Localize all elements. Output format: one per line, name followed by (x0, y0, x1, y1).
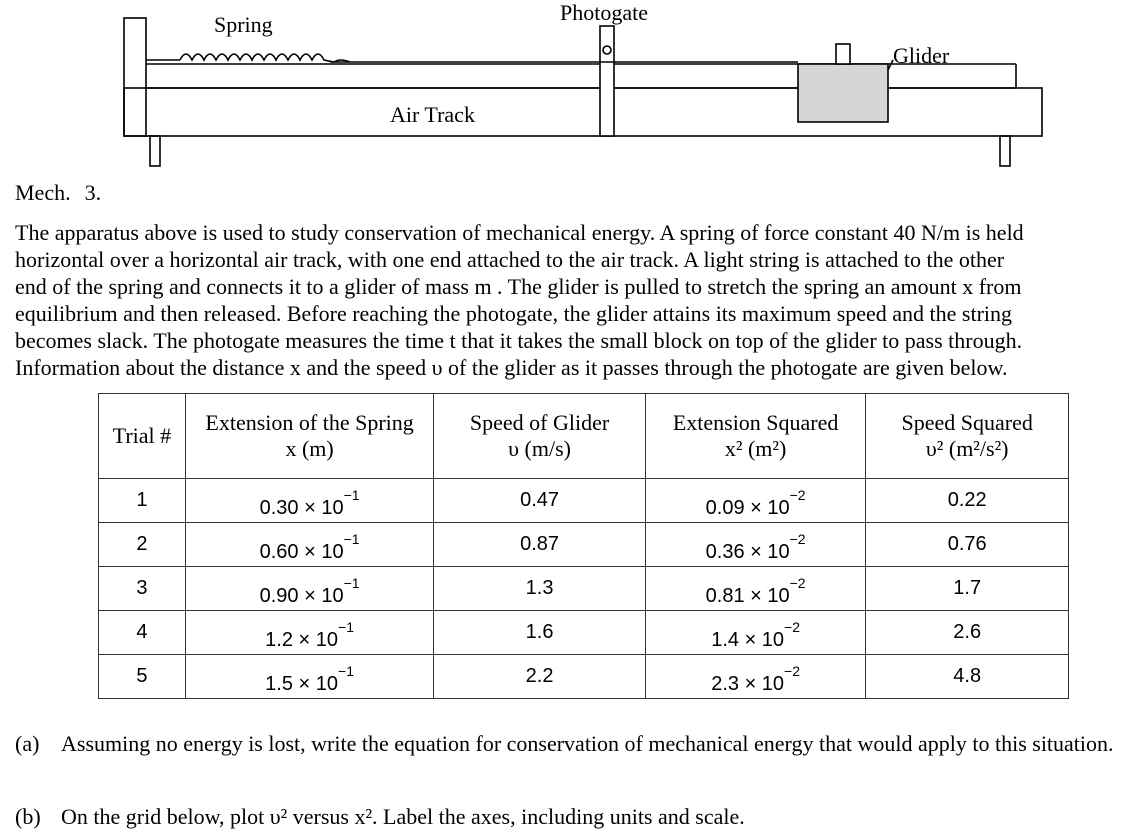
intro-line: becomes slack. The photogate measures th… (15, 328, 1023, 353)
cell-speed-squared: 1.7 (865, 566, 1069, 611)
cell-trial: 5 (98, 654, 186, 699)
value-mantissa: 0.09 × 10 (705, 496, 790, 519)
value-mantissa: 0.90 × 10 (259, 584, 344, 607)
value-exponent: −1 (343, 486, 360, 503)
intro-line: Information about the distance x and the… (15, 355, 1008, 380)
table-header-row: Trial # Extension of the Spring x (m) Sp… (98, 393, 1069, 479)
table-row: 5 1.5 × 10−1 2.2 2.3 × 10−2 4.8 (98, 654, 1069, 699)
header-speed-squared: Speed Squared υ² (m²/s²) (865, 393, 1069, 479)
problem-heading: Mech. 3. (15, 180, 101, 206)
header-line: υ² (m²/s²) (925, 436, 1009, 461)
value-mantissa: 1.4 × 10 (711, 628, 785, 651)
header-line: Speed Squared (901, 410, 1033, 435)
cell-extension: 0.90 × 10−1 (184, 566, 435, 611)
glider-body (797, 63, 889, 123)
value-exponent: −2 (789, 574, 806, 591)
table-row: 2 0.60 × 10−1 0.87 0.36 × 10−2 0.76 (98, 522, 1069, 567)
intro-line: equilibrium and then released. Before re… (15, 301, 1013, 326)
intro-line: end of the spring and connects it to a g… (15, 274, 1022, 299)
spring-label: Spring (214, 12, 273, 37)
spring-mount-post (123, 17, 147, 137)
cell-speed-squared: 0.76 (865, 522, 1069, 567)
cell-extension: 1.5 × 10−1 (184, 654, 435, 699)
cell-speed-squared: 0.22 (865, 478, 1069, 523)
value-mantissa: 0.60 × 10 (259, 540, 344, 563)
header-line: υ (m/s) (508, 436, 571, 461)
header-line: Extension of the Spring (205, 410, 414, 435)
cell-speed: 0.87 (433, 522, 646, 567)
photogate (599, 25, 615, 137)
value-mantissa: 1.5 × 10 (265, 672, 339, 695)
value-exponent: −2 (789, 486, 806, 503)
spring-coil (179, 53, 351, 63)
apparatus-drawing (123, 17, 1043, 167)
glider-flag (835, 43, 851, 65)
cell-trial: 4 (98, 610, 186, 655)
value-exponent: −1 (338, 618, 354, 635)
value-exponent: −1 (343, 530, 360, 547)
table-row: 4 1.2 × 10−1 1.6 1.4 × 10−2 2.6 (98, 610, 1069, 655)
cell-speed-squared: 4.8 (865, 654, 1069, 699)
value-mantissa: 2.3 × 10 (711, 672, 785, 695)
cell-trial: 1 (98, 478, 186, 523)
left-foot (149, 135, 161, 167)
apparatus-diagram: Spring Photogate Glider Air Track (0, 0, 1138, 172)
value-exponent: −1 (343, 574, 360, 591)
glider-label: Glider (893, 43, 950, 68)
header-line: Trial # (112, 423, 172, 448)
header-line: Extension Squared (672, 410, 839, 435)
cell-extension: 0.60 × 10−1 (184, 522, 435, 567)
cell-extension: 0.30 × 10−1 (184, 478, 435, 523)
header-extension: Extension of the Spring x (m) (184, 393, 435, 479)
header-speed: Speed of Glider υ (m/s) (433, 393, 646, 479)
header-line: x (m) (285, 436, 334, 461)
header-extension-squared: Extension Squared x² (m²) (644, 393, 867, 479)
value-mantissa: 0.30 × 10 (259, 496, 344, 519)
question-b: (b) On the grid below, plot υ² versus x².… (15, 803, 1133, 830)
table-row: 1 0.30 × 10−1 0.47 0.09 × 10−2 0.22 (98, 478, 1069, 523)
question-tag: (a) (15, 731, 40, 756)
cell-extension-squared: 0.36 × 10−2 (644, 522, 867, 567)
question-text: On the grid below, plot υ² versus x². La… (61, 804, 745, 829)
value-mantissa: 1.2 × 10 (265, 628, 339, 651)
problem-heading-label: Mech. (15, 180, 71, 205)
intro-line: The apparatus above is used to study con… (15, 220, 1024, 245)
cell-extension-squared: 0.81 × 10−2 (644, 566, 867, 611)
problem-intro: The apparatus above is used to study con… (15, 219, 1133, 381)
cell-speed: 1.6 (433, 610, 646, 655)
cell-extension: 1.2 × 10−1 (184, 610, 435, 655)
air-track-label: Air Track (390, 102, 475, 127)
cell-extension-squared: 1.4 × 10−2 (644, 610, 867, 655)
value-exponent: −2 (789, 530, 806, 547)
cell-extension-squared: 2.3 × 10−2 (644, 654, 867, 699)
photogate-label: Photogate (560, 0, 648, 25)
cell-speed: 2.2 (433, 654, 646, 699)
header-trial: Trial # (98, 393, 186, 479)
right-foot (999, 135, 1011, 167)
question-a: (a) Assuming no energy is lost, write the… (15, 730, 1133, 757)
air-track-body (123, 87, 1043, 137)
value-exponent: −1 (338, 662, 354, 679)
problem-number: 3. (84, 180, 102, 205)
data-table: Trial # Extension of the Spring x (m) Sp… (98, 393, 1069, 699)
header-line: x² (m²) (724, 436, 787, 461)
cell-speed: 0.47 (433, 478, 646, 523)
value-mantissa: 0.36 × 10 (705, 540, 790, 563)
value-exponent: −2 (784, 618, 801, 635)
intro-line: horizontal over a horizontal air track, … (15, 247, 1005, 272)
value-mantissa: 0.81 × 10 (705, 584, 790, 607)
cell-trial: 2 (98, 522, 186, 567)
cell-extension-squared: 0.09 × 10−2 (644, 478, 867, 523)
value-exponent: −2 (784, 662, 801, 679)
cell-speed-squared: 2.6 (865, 610, 1069, 655)
cell-speed: 1.3 (433, 566, 646, 611)
table-row: 3 0.90 × 10−1 1.3 0.81 × 10−2 1.7 (98, 566, 1069, 611)
question-tag: (b) (15, 804, 41, 829)
question-text: Assuming no energy is lost, write the eq… (61, 731, 1114, 756)
cell-trial: 3 (98, 566, 186, 611)
header-line: Speed of Glider (469, 410, 610, 435)
